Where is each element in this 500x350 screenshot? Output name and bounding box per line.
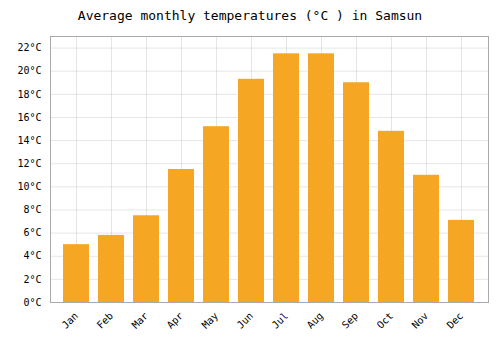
svg-text:0°C: 0°C (23, 297, 41, 308)
svg-text:18°C: 18°C (17, 89, 41, 100)
svg-text:6°C: 6°C (23, 227, 41, 238)
svg-text:2°C: 2°C (23, 274, 41, 285)
html-text:Average monthly temperatures (: Average monthly temperatures (°C ) in Sa… (77, 8, 423, 23)
svg-text:Apr: Apr (165, 310, 186, 331)
svg-text:4°C: 4°C (23, 250, 41, 261)
svg-text:12°C: 12°C (17, 158, 41, 169)
svg-text:Dec: Dec (445, 310, 466, 331)
svg-text:Feb: Feb (95, 310, 116, 331)
svg-text:Oct: Oct (375, 310, 396, 331)
svg-text:Jan: Jan (60, 310, 81, 331)
svg-text:Sep: Sep (340, 310, 361, 331)
svg-text:Mar: Mar (130, 310, 151, 331)
svg-text:16°C: 16°C (17, 112, 41, 123)
svg-text:Aug: Aug (305, 310, 326, 331)
svg-text:22°C: 22°C (17, 42, 41, 53)
svg-text:10°C: 10°C (17, 181, 41, 192)
svg-text:14°C: 14°C (17, 135, 41, 146)
svg-text:8°C: 8°C (23, 204, 41, 215)
svg-text:May: May (200, 310, 221, 331)
svg-text:Jul: Jul (270, 310, 291, 331)
svg-text:Jun: Jun (235, 310, 256, 331)
svg-text:Nov: Nov (410, 310, 431, 331)
svg-text:20°C: 20°C (17, 65, 41, 76)
